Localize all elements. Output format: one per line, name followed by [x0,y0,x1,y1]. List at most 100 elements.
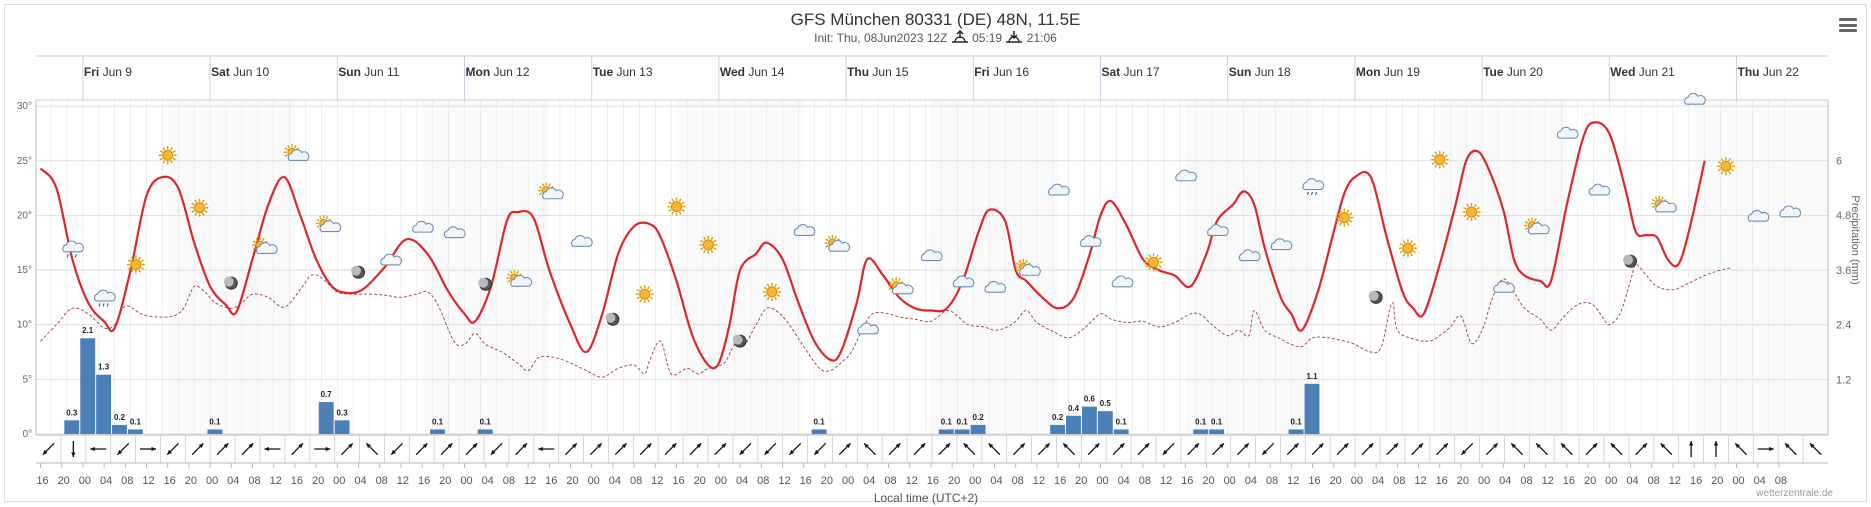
wind-arrow-head [1735,443,1740,449]
day-label: Mon Jun 19 [1356,65,1420,79]
wind-arrow [764,442,777,456]
wind-arrow [1809,442,1822,456]
wind-arrow-head [71,452,76,457]
cloud-icon [1111,275,1134,288]
cloud-icon [443,226,466,239]
rain-cloud-icon [1302,178,1325,196]
cloud-icon [1079,235,1102,247]
wind-arrow [1635,442,1648,456]
cloud-shape [891,282,914,295]
x-tick-label: 16 [1181,475,1193,487]
wind-arrow-head [223,443,229,449]
precip-bar [1288,429,1304,434]
sun-ray [191,210,195,213]
x-tick-label: 04 [609,475,621,487]
y-tick-label: 10° [17,320,32,331]
x-tick-label: 20 [948,475,960,487]
wind-arrow [1560,442,1573,456]
sun-disc [1338,212,1350,224]
precip-bar [430,429,445,434]
x-tick-label: 00 [79,475,91,487]
wind-arrow-head [1642,443,1647,449]
wind-arrow-head [572,443,577,449]
x-tick-label: 04 [482,475,494,487]
sunrise-icon [951,30,968,43]
precip-label: 0.3 [66,408,78,417]
wind-arrow-head [963,443,969,449]
sun-ray [127,259,132,263]
sun-ray [1720,158,1724,162]
sun-ray [1463,207,1467,210]
sun-ray [763,294,768,298]
x-tick-label: 16 [418,475,430,487]
sun-ray [774,283,778,288]
wind-arrow [1436,442,1449,456]
precip-bar [64,420,80,434]
precip-label: 0.2 [114,413,126,422]
x-tick-label: 20 [566,475,578,487]
wind-arrow [1535,442,1548,456]
cloud-shape [1747,209,1770,222]
cloud-shape [1238,249,1261,262]
x-tick-label: 08 [884,475,896,487]
wind-arrow-head [248,443,254,449]
cloud-icon [1238,249,1261,262]
cloud-shape [412,220,434,233]
x-tick-label: 00 [1605,475,1617,487]
moon-crescent [1623,254,1633,265]
cloud-shape [793,224,816,236]
wind-arrow [1286,442,1300,456]
x-tick-label: 16 [927,475,939,487]
menu-icon[interactable] [1839,18,1857,32]
cloud-shape [828,239,851,252]
sun-ray [710,236,714,241]
wind-arrow-head [1343,443,1349,449]
wind-arrow-head [1511,443,1516,449]
sun-icon [762,282,781,301]
chart-subtitle: Init: Thu, 08Jun2023 12Z 05:19 21:06 [0,30,1871,45]
cloud-icon [1270,238,1293,251]
sun-ray [1434,151,1438,155]
wind-arrow [365,442,379,456]
precip-bar [96,374,112,434]
sun-ray [201,212,205,216]
precip-label: 0.1 [957,417,969,426]
sun-icon [1430,150,1449,169]
precip-label: 0.1 [130,417,142,426]
wind-arrow [216,442,229,456]
sun-ray [1412,243,1417,246]
day-labels: Fri Jun 9 Sat Jun 10 Sun Jun 11 Mon Jun 12 T… [82,56,1799,100]
wind-arrow-head [538,446,543,452]
precip-label: 0.1 [480,417,492,426]
wind-arrow-head [646,443,652,449]
moon-crescent [478,277,489,288]
precip-label: 0.1 [432,417,444,426]
cloud-shape [94,289,116,302]
cloud-shape [1302,178,1325,191]
x-tick-label: 00 [1096,475,1108,487]
wind-arrow [788,442,802,456]
precip-bar [970,424,986,434]
x-tick-label: 00 [460,475,472,487]
y-tick-label: 30° [17,101,32,112]
sun-ray [1661,196,1664,200]
credit: wetterzentrale.de [1756,488,1833,499]
wind-arrow [888,442,901,456]
sun-ray [159,157,163,161]
y-tick-right-label: 3.6 [1836,265,1851,277]
partly-cloudy-icon [538,182,564,200]
wind-arrow-head [117,449,123,455]
sun-disc [702,239,714,251]
sun-ray [1730,168,1735,172]
cloud-shape [1588,183,1611,196]
cloud-icon [793,224,816,236]
wind-arrow [515,442,528,456]
cloud-shape [1207,224,1229,236]
sun-disc [1720,160,1732,172]
sun-ray [834,235,838,240]
sun-ray [1145,264,1149,268]
wind-arrow-head [1492,443,1498,449]
cloud-shape [1175,169,1197,182]
sun-ray [252,247,257,250]
